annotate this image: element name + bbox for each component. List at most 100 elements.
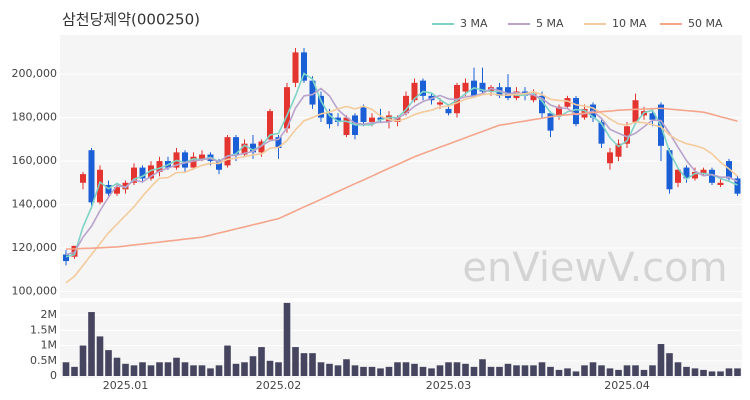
- candle-body: [649, 113, 656, 120]
- candle-body: [547, 113, 554, 131]
- candle-body: [335, 117, 341, 122]
- volume-bar: [564, 368, 571, 376]
- volume-bar: [453, 362, 461, 376]
- volume-bar: [649, 365, 656, 376]
- ma-line: [65, 90, 739, 284]
- candle-body: [360, 106, 367, 122]
- candle-body: [199, 154, 205, 159]
- volume-bar: [555, 369, 563, 376]
- legend-label: 10 MA: [612, 17, 647, 30]
- volume-bar: [734, 368, 741, 376]
- volume-bar: [62, 362, 70, 376]
- candle-body: [250, 143, 256, 153]
- ma-line: [65, 87, 738, 256]
- ma-line: [65, 107, 738, 250]
- volume-bar: [79, 345, 87, 376]
- candle-body: [530, 93, 537, 101]
- volume-bar: [462, 363, 469, 376]
- volume-bar: [606, 368, 614, 376]
- volume-bar: [479, 359, 486, 376]
- candle-body: [539, 95, 545, 114]
- candle-body: [607, 152, 613, 164]
- candle-body: [224, 137, 231, 166]
- volume-bar: [368, 366, 376, 376]
- volume-bar: [300, 353, 308, 376]
- candle-body: [700, 169, 707, 175]
- volume-bar: [275, 362, 282, 376]
- volume-bar: [198, 365, 206, 376]
- volume-bar: [292, 347, 299, 376]
- volume-bar: [725, 368, 733, 376]
- volume-bar: [249, 356, 257, 376]
- volume-bar: [122, 363, 129, 376]
- candle-body: [284, 87, 290, 129]
- candle-body: [267, 111, 273, 140]
- volume-bar: [258, 347, 265, 376]
- volume-bar: [147, 365, 155, 376]
- x-tick-label: 2025.04: [604, 379, 650, 392]
- candle-body: [556, 106, 562, 116]
- y-tick-label: 1M: [41, 339, 58, 352]
- candle-body: [445, 108, 452, 114]
- candle-body: [190, 156, 197, 168]
- volume-bar: [326, 363, 333, 376]
- candle-body: [437, 102, 443, 105]
- candle-body: [114, 187, 120, 194]
- volume-bar: [113, 357, 121, 376]
- volume-bar: [538, 362, 546, 376]
- volume-bar: [657, 344, 665, 376]
- candle-body: [80, 174, 86, 183]
- candle-body: [420, 80, 426, 96]
- candle-body: [573, 98, 579, 125]
- candle-body: [479, 82, 486, 92]
- volume-bar: [105, 350, 112, 376]
- candle-body: [675, 169, 681, 183]
- candle-body: [403, 95, 409, 114]
- legend-label: 5 MA: [536, 17, 564, 30]
- volume-bar: [351, 365, 359, 376]
- y-tick-label: 0: [50, 369, 57, 382]
- volume-bar: [487, 366, 495, 376]
- volume-bar: [632, 365, 639, 376]
- candle-body: [309, 80, 316, 105]
- candle-body: [139, 167, 146, 179]
- candle-body: [88, 150, 95, 203]
- volume-bar: [623, 365, 631, 376]
- volume-bar: [547, 366, 554, 376]
- candle-body: [63, 254, 69, 262]
- volume-bar: [130, 365, 138, 376]
- chart-title: 삼천당제약(000250): [62, 11, 200, 29]
- candle-body: [666, 150, 673, 190]
- candle-body: [683, 167, 690, 179]
- candle-body: [233, 137, 239, 155]
- candle-body: [564, 98, 571, 107]
- candle-body: [369, 117, 375, 122]
- y-tick-label: 2M: [41, 308, 58, 321]
- candle-body: [318, 95, 324, 118]
- volume-bar: [700, 369, 707, 376]
- volume-bar: [266, 360, 274, 376]
- candle-body: [624, 126, 630, 144]
- candle-body: [258, 141, 265, 153]
- volume-bar: [385, 366, 393, 376]
- volume-bar: [215, 365, 223, 376]
- ma-line: [65, 72, 738, 258]
- candle-body: [411, 82, 418, 101]
- volume-bar: [683, 366, 690, 376]
- candle-body: [97, 169, 103, 203]
- volume-bar: [334, 365, 342, 376]
- volume-bar: [283, 302, 291, 376]
- candle-body: [386, 115, 392, 122]
- volume-bar: [402, 362, 410, 376]
- candle-body: [275, 137, 282, 149]
- volume-bar: [317, 362, 325, 376]
- volume-bar: [640, 369, 648, 376]
- volume-bar: [470, 366, 478, 376]
- volume-bar: [394, 362, 401, 376]
- candle-body: [734, 178, 741, 194]
- volume-bar: [504, 363, 512, 376]
- legend-label: 50 MA: [688, 17, 723, 30]
- x-tick-label: 2025.02: [256, 379, 302, 392]
- candle-body: [462, 82, 469, 92]
